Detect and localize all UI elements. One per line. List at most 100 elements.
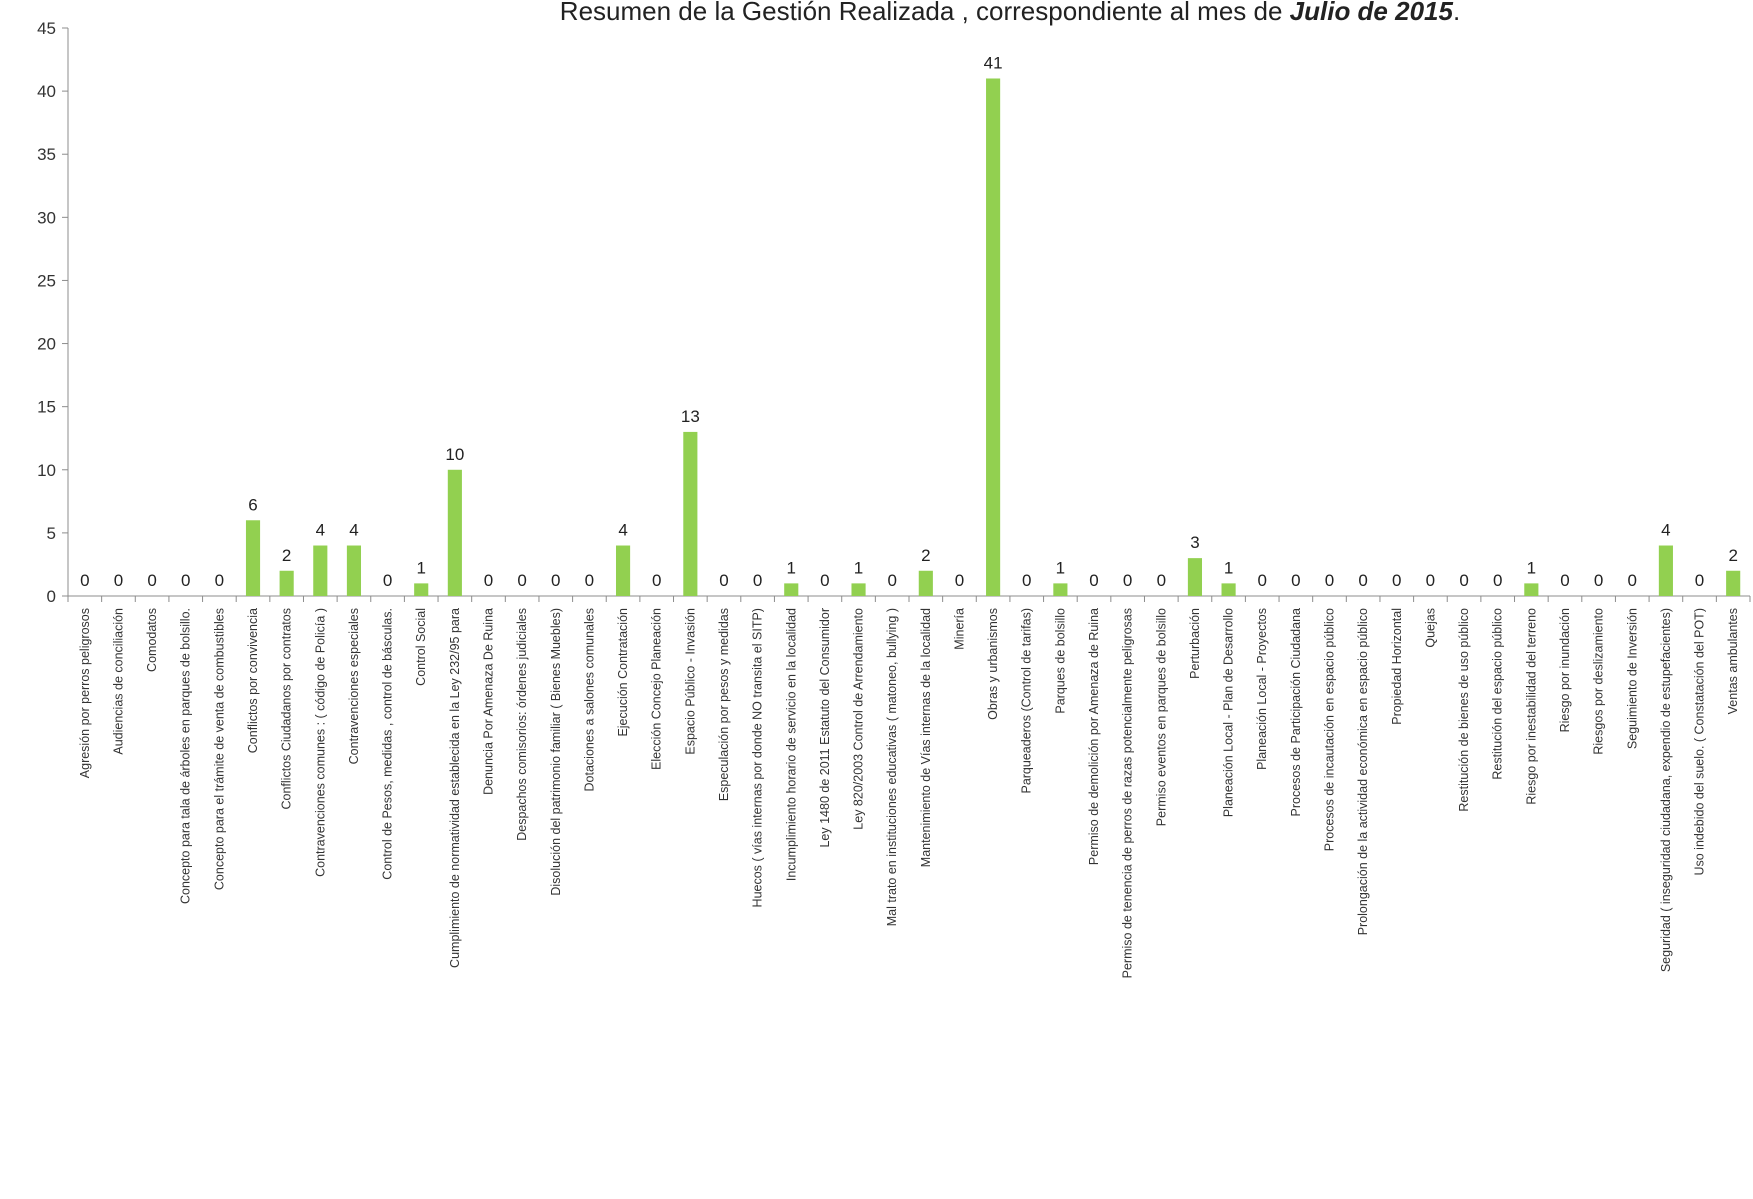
data-label: 6: [248, 495, 257, 514]
data-label: 0: [1089, 571, 1098, 590]
data-label: 0: [1392, 571, 1401, 590]
category-label: Planeación Local - Plan de Desarrollo: [1222, 608, 1236, 817]
data-label: 0: [1628, 571, 1637, 590]
data-label: 0: [80, 571, 89, 590]
category-label: Permiso de demolición por Amenaza de Rui…: [1087, 608, 1101, 865]
category-label: Comodatos: [145, 608, 159, 672]
bar: [1524, 583, 1539, 596]
data-label: 4: [349, 521, 358, 540]
y-tick-label: 45: [37, 19, 56, 38]
data-label: 0: [114, 571, 123, 590]
category-label: Restitución de bienes de uso público: [1457, 608, 1471, 812]
data-label: 0: [517, 571, 526, 590]
data-label: 0: [1459, 571, 1468, 590]
category-label: Seguimiento de Inversión: [1625, 608, 1639, 749]
category-label: Despachos comisorios: órdenes judiciales: [515, 608, 529, 841]
category-label: Denuncia Por Amenaza De Ruina: [482, 608, 496, 795]
data-label: 0: [652, 571, 661, 590]
bar: [346, 545, 362, 596]
data-label: 0: [1358, 571, 1367, 590]
y-tick-label: 20: [37, 335, 56, 354]
bar: [683, 431, 698, 596]
bar: [1658, 545, 1673, 596]
category-label: Especulación por pesos y medidas: [717, 608, 731, 801]
category-label: Espacio Público - Invasión: [683, 608, 697, 755]
data-label: 2: [921, 546, 930, 565]
data-label: 0: [719, 571, 728, 590]
category-label: Huecos ( vías internas por donde NO tran…: [751, 608, 765, 907]
chart-title-emphasis: Julio de 2015: [1290, 0, 1454, 26]
data-label: 1: [1527, 558, 1536, 577]
category-label: Minería: [952, 608, 966, 650]
data-label: 0: [585, 571, 594, 590]
bar: [279, 570, 294, 596]
category-label: Elección Concejo Planeación: [650, 608, 664, 770]
category-label: Uso indebido del suelo. ( Constatación d…: [1693, 608, 1707, 876]
data-label: 0: [1325, 571, 1334, 590]
data-label: 0: [887, 571, 896, 590]
category-label: Procesos de incautación en espacio públi…: [1323, 608, 1337, 851]
bar: [1726, 570, 1741, 596]
category-label: Dotaciones a salones comunales: [582, 608, 596, 791]
data-label: 0: [820, 571, 829, 590]
category-label: Mal trato en instituciones educativas ( …: [885, 608, 899, 926]
y-tick-label: 25: [37, 271, 56, 290]
category-label: Control de Pesos, medidas , control de b…: [381, 608, 395, 880]
data-label: 2: [282, 546, 291, 565]
category-label: Concepto para el trámite de venta de com…: [212, 608, 226, 890]
data-label: 4: [1661, 521, 1670, 540]
y-tick-label: 0: [47, 587, 56, 606]
data-label: 0: [551, 571, 560, 590]
y-tick-label: 40: [37, 82, 56, 101]
category-label: Prolongación de la actividad económica e…: [1356, 608, 1370, 935]
data-label: 13: [681, 407, 700, 426]
data-label: 0: [753, 571, 762, 590]
bar: [615, 545, 631, 596]
data-label: 0: [1257, 571, 1266, 590]
category-label: Ley 820/2003 Control de Arrendamiento: [852, 608, 866, 830]
x-axis: [67, 595, 1751, 602]
category-label: Propiedad Horizontal: [1390, 608, 1404, 725]
data-label: 0: [1594, 571, 1603, 590]
y-tick-label: 30: [37, 208, 56, 227]
category-label: Quejas: [1423, 608, 1437, 648]
category-label: Concepto para tala de árboles en parques…: [179, 608, 193, 904]
data-label: 0: [383, 571, 392, 590]
data-label: 0: [1157, 571, 1166, 590]
category-label: Cumplimiento de normatividad establecida…: [448, 608, 462, 968]
chart-title-main: Resumen de la Gestión Realizada , corres…: [560, 0, 1290, 26]
y-tick-label: 35: [37, 145, 56, 164]
category-label: Ventas ambulantes: [1726, 608, 1740, 714]
category-label: Audiencias de conciliación: [111, 608, 125, 755]
bar: [1187, 558, 1203, 596]
bar: [918, 570, 933, 596]
bar: [447, 469, 462, 596]
bars: [245, 78, 1741, 596]
data-label: 0: [147, 571, 156, 590]
data-label: 0: [1291, 571, 1300, 590]
category-label: Control Social: [414, 608, 428, 686]
chart-title: Resumen de la Gestión Realizada , corres…: [560, 0, 1460, 26]
category-label: Contravenciones comunes : ( código de Po…: [313, 608, 327, 877]
y-axis: 0 5 10 15 20 25 30 35 40 45: [37, 19, 69, 606]
data-label: 1: [1224, 558, 1233, 577]
data-label: 41: [984, 53, 1003, 72]
bar: [313, 545, 328, 596]
data-label: 10: [445, 445, 464, 464]
data-label: 4: [618, 521, 627, 540]
y-tick-label: 15: [37, 398, 56, 417]
data-label: 0: [215, 571, 224, 590]
data-label: 0: [484, 571, 493, 590]
data-label: 0: [1022, 571, 1031, 590]
data-label: 0: [1493, 571, 1502, 590]
category-label: Ejecución Contratación: [616, 608, 630, 737]
category-label: Riesgo por inestabilidad del terreno: [1524, 608, 1538, 805]
category-label: Mantenimiento de Vías internas de la loc…: [919, 608, 933, 867]
category-label: Contravenciones especiales: [347, 608, 361, 764]
category-label: Parqueaderos (Control de tarifas): [1020, 608, 1034, 794]
category-label: Conflictos por convivencia: [246, 608, 260, 753]
y-tick-label: 5: [47, 524, 56, 543]
category-label: Riesgos por deslizamiento: [1592, 608, 1606, 755]
